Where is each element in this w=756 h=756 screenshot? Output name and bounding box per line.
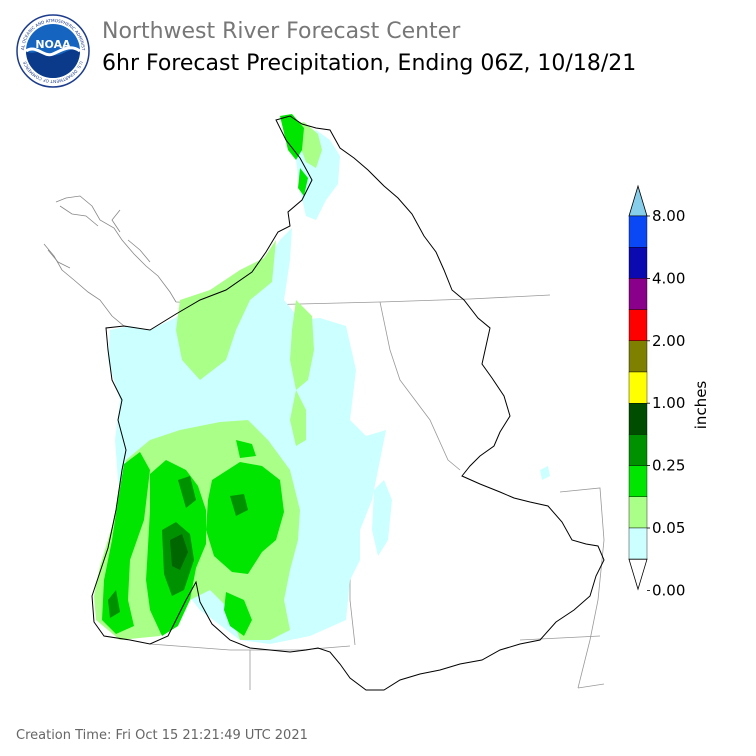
noaa-logo: NOAA NATIONAL OCEANIC AND ATMOSPHERIC AD… (16, 14, 90, 88)
colorbar-extend-bottom (628, 558, 648, 591)
colorbar-swatch (628, 278, 648, 310)
product-title: 6hr Forecast Precipitation, Ending 06Z, … (102, 51, 637, 76)
colorbar-swatch (628, 246, 648, 279)
colorbar-swatch (628, 465, 648, 498)
colorbar-swatch (628, 527, 648, 560)
colorbar-swatch (628, 340, 648, 373)
logo-text: NOAA (35, 38, 71, 51)
colorbar-tick-label: 8.00 (652, 207, 685, 225)
colorbar-extend-top (628, 184, 648, 217)
colorbar-tick-label: 0.05 (652, 519, 685, 537)
org-title: Northwest River Forecast Center (102, 19, 461, 44)
colorbar-ticks: 8.00 4.00 2.00 1.00 0.25 0.05 0.00 (647, 207, 685, 599)
creation-time: Creation Time: Fri Oct 15 21:21:49 UTC 2… (16, 728, 308, 743)
precip-dark-green (170, 534, 188, 570)
basin-outline (91, 115, 605, 691)
coastline (43, 195, 177, 349)
colorbar-tick-label: 1.00 (652, 394, 685, 412)
colorbar-tick-label: 0.00 (652, 581, 685, 599)
colorbar-swatch (628, 371, 648, 404)
colorbar-swatches (628, 184, 648, 591)
colorbar-tick-label: 4.00 (652, 269, 685, 287)
colorbar-swatch (628, 309, 648, 342)
colorbar-tick-label: 2.00 (652, 332, 685, 350)
colorbar-swatch (628, 215, 648, 248)
colorbar-swatch (628, 434, 648, 466)
colorbar-tick-label: 0.25 (652, 457, 685, 475)
colorbar-unit-label: inches (692, 381, 710, 430)
colorbar-swatch (628, 403, 648, 435)
colorbar-swatch (628, 496, 648, 529)
